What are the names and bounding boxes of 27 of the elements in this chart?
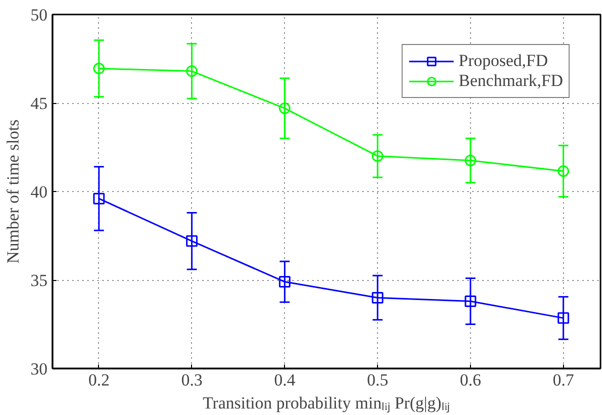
x-tick-label: 0.5	[366, 370, 388, 390]
point	[558, 312, 570, 324]
point	[464, 295, 476, 307]
x-axis-title: Transition probability minₗᵢⱼ Pr(g|g)ₗᵢⱼ	[202, 394, 450, 414]
point	[278, 102, 290, 114]
point	[186, 235, 198, 247]
point	[186, 65, 198, 77]
y-tick-label: 40	[30, 182, 48, 202]
point	[93, 192, 105, 204]
point	[464, 154, 476, 166]
point	[372, 150, 384, 162]
y-tick-label: 50	[30, 6, 48, 24]
x-tick-label: 0.4	[274, 370, 296, 390]
point	[93, 62, 105, 74]
point	[278, 276, 290, 288]
legend-label: Benchmark,FD	[458, 71, 563, 91]
legend-label: Proposed,FD	[458, 51, 548, 71]
y-axis-title: Number of time slots	[4, 119, 22, 264]
y-tick-label: 30	[30, 360, 48, 378]
point	[372, 292, 384, 304]
x-tick-label: 0.7	[552, 370, 574, 390]
x-tick-label: 0.6	[460, 370, 482, 390]
x-tick-label: 0.3	[181, 370, 202, 390]
point	[558, 165, 570, 177]
y-tick-label: 35	[30, 271, 48, 290]
x-tick-label: 0.2	[88, 370, 110, 390]
y-tick-label: 45	[30, 94, 48, 113]
